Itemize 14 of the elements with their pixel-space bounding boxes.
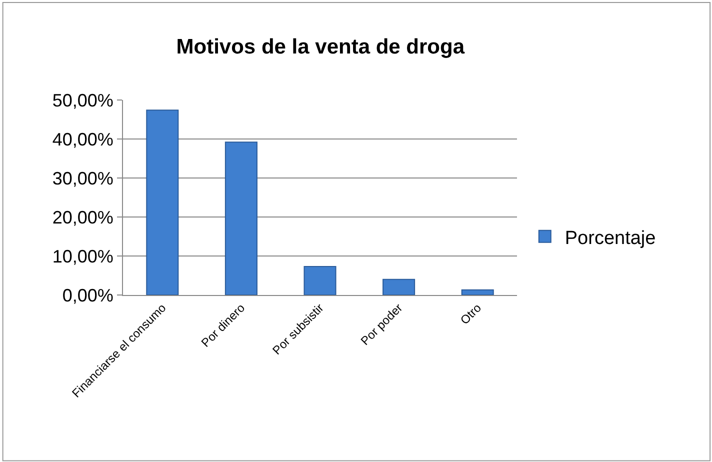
y-tick-label: 30,00% (52, 168, 114, 188)
y-tick-label: 50,00% (52, 90, 114, 110)
legend-label: Porcentaje (564, 228, 656, 249)
x-tick-label: Otro (458, 300, 484, 328)
bar (382, 278, 416, 295)
chart-title: Motivos de la venta de droga (176, 36, 465, 59)
y-tick-label: 10,00% (52, 246, 114, 266)
bar (224, 142, 258, 295)
bar (461, 289, 494, 295)
bar (304, 266, 336, 295)
y-tick-label: 40,00% (52, 129, 114, 150)
y-tick-label: 20,00% (52, 207, 114, 228)
bar (146, 110, 179, 295)
y-tick-label: 0,00% (62, 285, 114, 306)
